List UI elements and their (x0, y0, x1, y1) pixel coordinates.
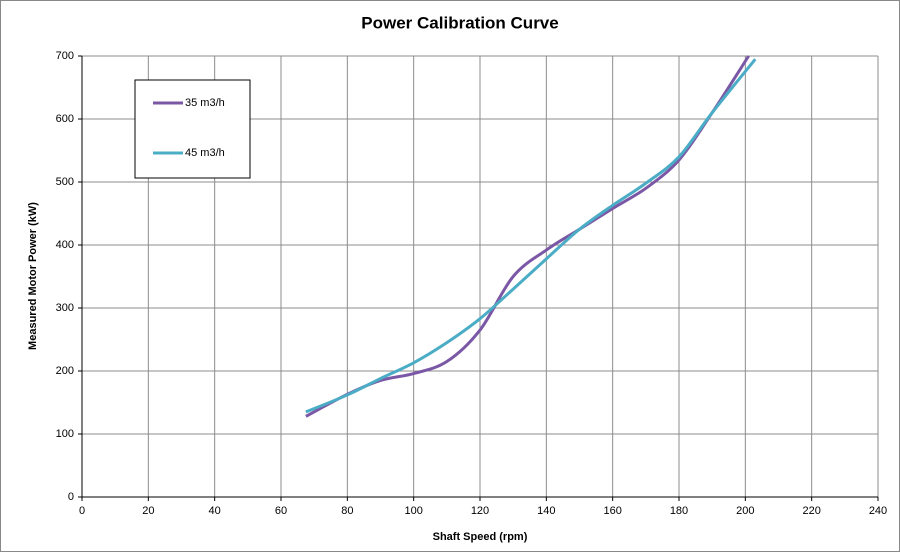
y-tick-label: 0 (68, 491, 74, 503)
x-tick-label: 100 (404, 505, 422, 517)
x-tick-label: 180 (670, 505, 688, 517)
y-tick-label: 400 (56, 239, 74, 251)
y-tick-label: 200 (56, 365, 74, 377)
series-line (305, 55, 750, 418)
x-tick-label: 240 (869, 505, 887, 517)
legend-label: 45 m3/h (185, 147, 225, 159)
x-tick-label: 40 (209, 505, 221, 517)
legend-label: 35 m3/h (185, 97, 225, 109)
x-tick-label: 80 (341, 505, 353, 517)
x-tick-label: 160 (603, 505, 621, 517)
x-tick-label: 120 (471, 505, 489, 517)
legend: 35 m3/h 45 m3/h (134, 79, 251, 179)
x-tick-label: 0 (79, 505, 85, 517)
x-tick-label: 140 (537, 505, 555, 517)
x-axis-label: Shaft Speed (rpm) (433, 531, 528, 543)
x-tick-label: 60 (275, 505, 287, 517)
x-tick-label: 220 (802, 505, 820, 517)
chart-title: Power Calibration Curve (361, 13, 558, 32)
y-tick-label: 700 (56, 50, 74, 62)
y-tick-label: 300 (56, 302, 74, 314)
y-tick-label: 600 (56, 113, 74, 125)
series-line (305, 58, 757, 414)
y-tick-label: 500 (56, 176, 74, 188)
legend-box (134, 79, 251, 179)
x-tick-label: 20 (142, 505, 154, 517)
y-tick-label: 100 (56, 428, 74, 440)
y-axis-label: Measured Motor Power (kW) (27, 202, 39, 350)
x-tick-label: 200 (736, 505, 754, 517)
